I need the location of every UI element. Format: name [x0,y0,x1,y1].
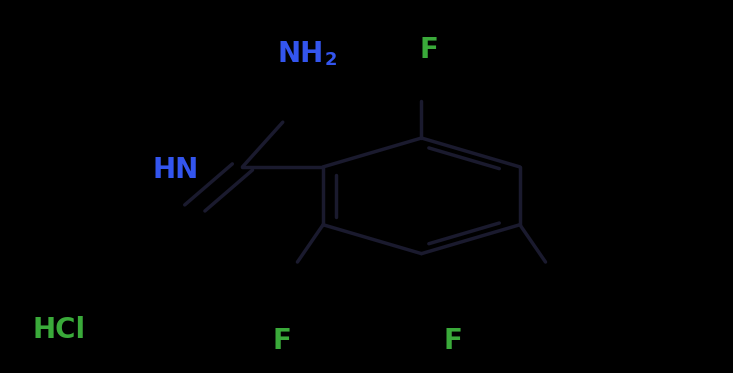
Text: F: F [273,327,292,355]
Text: HN: HN [152,156,199,184]
Text: HCl: HCl [33,316,86,344]
Text: NH: NH [277,40,323,68]
Text: F: F [419,36,438,65]
Text: F: F [443,327,463,355]
Text: 2: 2 [325,51,337,69]
